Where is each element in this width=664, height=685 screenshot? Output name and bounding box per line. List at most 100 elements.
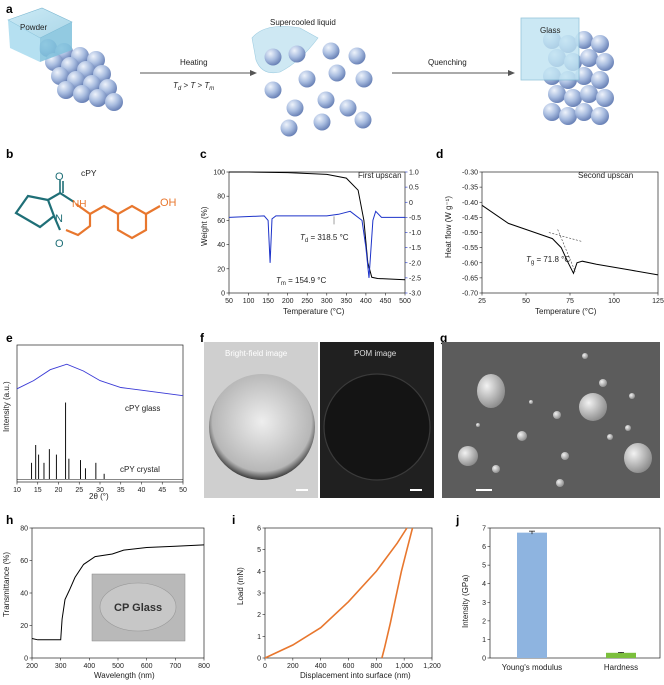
x-tick-label: 350 bbox=[340, 298, 352, 305]
panel-a-letter: a bbox=[6, 2, 13, 16]
x-tick-label: 300 bbox=[55, 663, 67, 670]
y-tick-label: -0.70 bbox=[462, 291, 478, 298]
chart-d-ylabel: Heat flow (W g⁻¹) bbox=[444, 196, 453, 258]
molecule-title: cPY bbox=[81, 168, 97, 178]
x-tick-label: 15 bbox=[34, 487, 42, 494]
chart-c-td-annotation: Td = 318.5 °C bbox=[300, 233, 349, 244]
x-tick-label: 45 bbox=[158, 487, 166, 494]
sphere bbox=[317, 91, 335, 109]
sphere bbox=[264, 81, 282, 99]
panel-j-letter: j bbox=[455, 513, 459, 527]
atom-o2: O bbox=[55, 238, 64, 250]
transmittance-curve bbox=[31, 544, 205, 641]
powder-label: Powder bbox=[20, 23, 47, 32]
sem-image bbox=[442, 342, 660, 498]
chart-i: 0 200 400 600 800 1,000 1,200 0 1 2 3 4 5 6 bbox=[257, 526, 441, 671]
sphere bbox=[591, 107, 609, 125]
sphere bbox=[348, 47, 366, 65]
x-tick-label: 250 bbox=[301, 298, 313, 305]
glass-cube bbox=[520, 17, 580, 81]
atom-o1: O bbox=[55, 171, 64, 183]
sphere bbox=[89, 89, 107, 107]
sphere bbox=[313, 113, 331, 131]
sem-droplet bbox=[624, 443, 652, 473]
powder-cube-right bbox=[40, 22, 72, 62]
sphere bbox=[57, 81, 75, 99]
x-tick-label: 200 bbox=[26, 663, 38, 670]
y2-tick-label: 0 bbox=[409, 200, 413, 207]
sem-droplet bbox=[629, 393, 635, 399]
sphere bbox=[575, 103, 593, 121]
x-tick-label: 200 bbox=[287, 663, 299, 670]
y2-tick-label: -1.5 bbox=[409, 245, 421, 252]
heating-condition: Td > T > Tm bbox=[173, 81, 214, 92]
y-tick-label: 80 bbox=[217, 194, 225, 201]
chart-h: 200 300 400 500 600 700 800 0 20 40 60 80 bbox=[20, 526, 210, 671]
sphere bbox=[298, 70, 316, 88]
sem-droplet bbox=[561, 452, 569, 460]
sphere bbox=[355, 70, 373, 88]
sphere bbox=[543, 103, 561, 121]
sphere bbox=[328, 64, 346, 82]
y-tick-label: 40 bbox=[217, 242, 225, 249]
chart-e-xlabel: 2θ (°) bbox=[89, 492, 109, 501]
chart-e-crystal-label: cPY crystal bbox=[120, 465, 160, 474]
y-tick-label: 4 bbox=[257, 569, 261, 576]
y-tick-label: 0 bbox=[221, 291, 225, 298]
sphere bbox=[280, 119, 298, 137]
pyrrolidine-ring bbox=[14, 180, 75, 231]
y-tick-label: -0.35 bbox=[462, 185, 478, 192]
y-tick-label: -0.30 bbox=[462, 170, 478, 177]
sem-droplet bbox=[476, 423, 480, 427]
y-tick-label: 1 bbox=[482, 637, 486, 644]
panel-d-letter: d bbox=[436, 147, 443, 161]
chart-d-xlabel: Temperature (°C) bbox=[535, 307, 597, 316]
x-tick-label: 150 bbox=[262, 298, 274, 305]
panel-b-letter: b bbox=[6, 147, 13, 161]
y2-tick-label: 0.5 bbox=[409, 185, 419, 192]
loading-curve bbox=[264, 527, 408, 659]
chart-c-tm-annotation: Tm = 154.9 °C bbox=[276, 276, 326, 287]
chart-c-note: First upscan bbox=[358, 171, 402, 180]
y-tick-label: -0.40 bbox=[462, 200, 478, 207]
x-tick-label: 700 bbox=[169, 663, 181, 670]
sem-droplet bbox=[599, 379, 607, 387]
chart-i-ylabel: Load (mN) bbox=[236, 567, 245, 605]
supercooled-label: Supercooled liquid bbox=[270, 18, 336, 27]
panel-c-letter: c bbox=[200, 147, 207, 161]
x-tick-label: 450 bbox=[380, 298, 392, 305]
y-tick-label: -0.65 bbox=[462, 275, 478, 282]
sem-droplet bbox=[582, 353, 588, 359]
y2-tick-label: -1.0 bbox=[409, 230, 421, 237]
sem-droplet bbox=[553, 411, 561, 419]
y-tick-label: 6 bbox=[482, 544, 486, 551]
sphere bbox=[591, 35, 609, 53]
y2-tick-label: 1.0 bbox=[409, 170, 419, 177]
x-tick-label: 600 bbox=[141, 663, 153, 670]
x-category-label: Young's modulus bbox=[502, 663, 562, 672]
panel-i-letter: i bbox=[232, 513, 235, 527]
x-tick-label: 400 bbox=[360, 298, 372, 305]
chart-c: 50 100 150 200 250 300 350 400 450 500 0 20 40 60 80 10… bbox=[213, 170, 421, 306]
y-tick-label: 7 bbox=[482, 526, 486, 533]
x-tick-label: 40 bbox=[138, 487, 146, 494]
sphere bbox=[591, 71, 609, 89]
x-tick-label: 0 bbox=[263, 663, 267, 670]
atom-nh: NH bbox=[72, 199, 86, 210]
sem-droplet bbox=[579, 393, 607, 421]
panel-b: b cPY O NH N O OH bbox=[6, 147, 177, 250]
y-tick-label: 20 bbox=[20, 623, 28, 630]
x-tick-label: 100 bbox=[608, 298, 620, 305]
quenching-arrowhead bbox=[508, 70, 515, 76]
y-tick-label: 2 bbox=[257, 612, 261, 619]
x-tick-label: 30 bbox=[96, 487, 104, 494]
panel-j: j 0 1 2 3 4 5 6 7 Young's modulus Hardness Intens… bbox=[455, 513, 661, 672]
chart-j: 0 1 2 3 4 5 6 7 Young's modulus Hardness bbox=[482, 526, 661, 672]
inset-glass-piece bbox=[99, 582, 177, 632]
glass-label: Glass bbox=[540, 26, 560, 35]
supercooled-drop bbox=[251, 26, 319, 74]
chart-h-ylabel: Transmittance (%) bbox=[2, 552, 11, 617]
sphere bbox=[548, 85, 566, 103]
plot-frame bbox=[489, 527, 661, 659]
